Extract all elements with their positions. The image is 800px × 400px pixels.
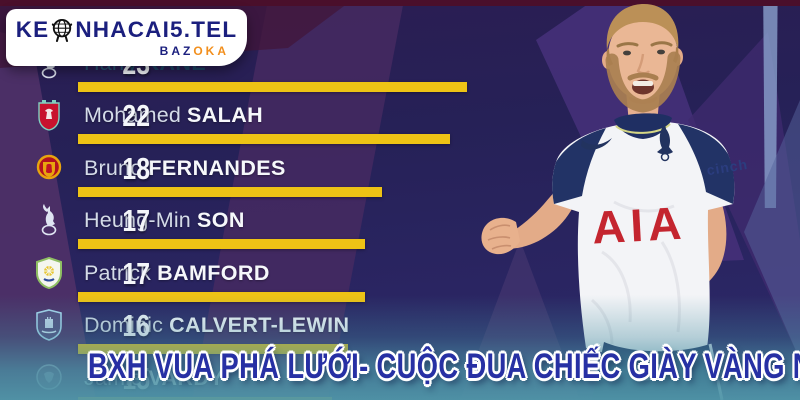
bg-top-strip — [0, 0, 800, 6]
goal-count: 22 — [122, 98, 150, 133]
player-name: Bruno FERNANDES — [84, 156, 286, 180]
player-name: Mohamed SALAH — [84, 103, 264, 127]
goal-bar — [78, 239, 366, 249]
logo-prefix: KE — [15, 17, 50, 42]
goal-bar — [78, 82, 467, 92]
goal-count: 18 — [122, 151, 150, 186]
goal-bar — [78, 134, 450, 144]
brand-logo-title: KE NHACAI5.TEL — [6, 17, 247, 43]
player-name: Heung-Min SON — [84, 208, 245, 232]
kane-hair — [606, 4, 679, 50]
spurs-chest-crest-icon — [657, 124, 673, 162]
scorer-row-fernandes: Bruno FERNANDES 18 — [0, 151, 480, 203]
scorer-row-son: Heung-Min SON 17 — [0, 203, 480, 255]
tottenham-crest-icon — [34, 204, 64, 236]
sleeve-sponsor-text: cinch — [705, 156, 749, 178]
brand-logo-tagline: BAZOKA — [6, 44, 247, 58]
logo-suffix: NHACAI5.TEL — [75, 17, 238, 42]
shirt-sponsor-text: AIA — [591, 197, 688, 254]
kane-shoulder-panel — [678, 124, 735, 204]
nike-swoosh-icon — [581, 138, 612, 150]
tagline-accent: OKA — [193, 44, 229, 58]
goal-count: 17 — [122, 203, 150, 238]
scorer-row-salah: Mohamed SALAH 22 — [0, 98, 480, 150]
goal-bar — [78, 187, 383, 197]
teal-bottom-overlay — [0, 295, 800, 400]
player-name: Patrick BAMFORD — [84, 261, 270, 285]
kane-beard — [605, 51, 681, 113]
liverpool-crest-icon — [34, 99, 64, 131]
brand-logo-plate: KE NHACAI5.TEL BAZOKA — [6, 9, 247, 66]
banner-headline: BXH VUA PHÁ LƯỚI- CUỘC ĐUA CHIẾC GIÀY VÀ… — [88, 347, 800, 386]
globe-mascot-icon — [51, 18, 73, 43]
leeds-crest-icon — [34, 256, 64, 290]
man-utd-crest-icon — [34, 152, 64, 184]
goal-count: 17 — [122, 256, 150, 291]
tagline-dark: BAZ — [159, 44, 194, 58]
